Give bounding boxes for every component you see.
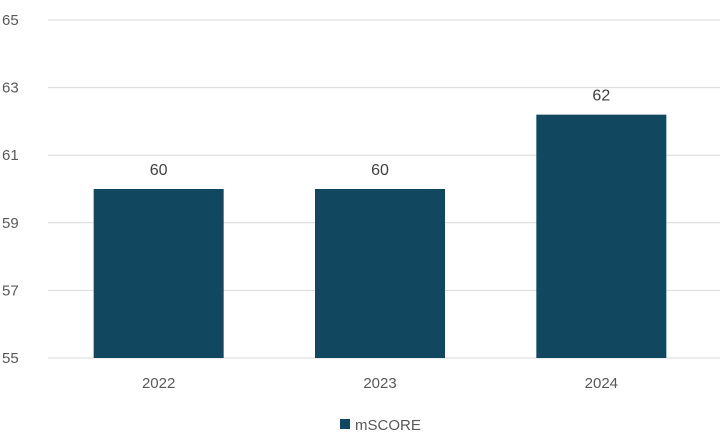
y-axis-tick-labels: 55 57 59 61 63 65 — [2, 12, 19, 367]
y-tick-label: 57 — [2, 282, 19, 299]
legend: mSCORE — [340, 417, 421, 434]
y-tick-label: 61 — [2, 147, 19, 164]
legend-label: mSCORE — [355, 417, 421, 434]
legend-swatch — [340, 419, 350, 429]
bar-2024 — [536, 114, 667, 358]
bar-2023 — [315, 189, 445, 358]
data-labels: 60 60 62 — [150, 88, 611, 179]
x-tick-label-2024: 2024 — [585, 375, 618, 392]
x-axis-tick-labels: 2022 2023 2024 — [142, 375, 618, 392]
y-tick-label: 55 — [2, 350, 19, 367]
data-label-2023: 60 — [371, 162, 389, 179]
y-tick-label: 59 — [2, 215, 19, 232]
data-label-2022: 60 — [150, 162, 168, 179]
x-tick-label-2022: 2022 — [142, 375, 175, 392]
data-label-2024: 62 — [592, 88, 610, 105]
bars — [93, 114, 667, 358]
x-tick-label-2023: 2023 — [363, 375, 396, 392]
y-tick-label: 65 — [2, 12, 19, 29]
bar-2022 — [93, 189, 224, 358]
y-tick-label: 63 — [2, 80, 19, 97]
